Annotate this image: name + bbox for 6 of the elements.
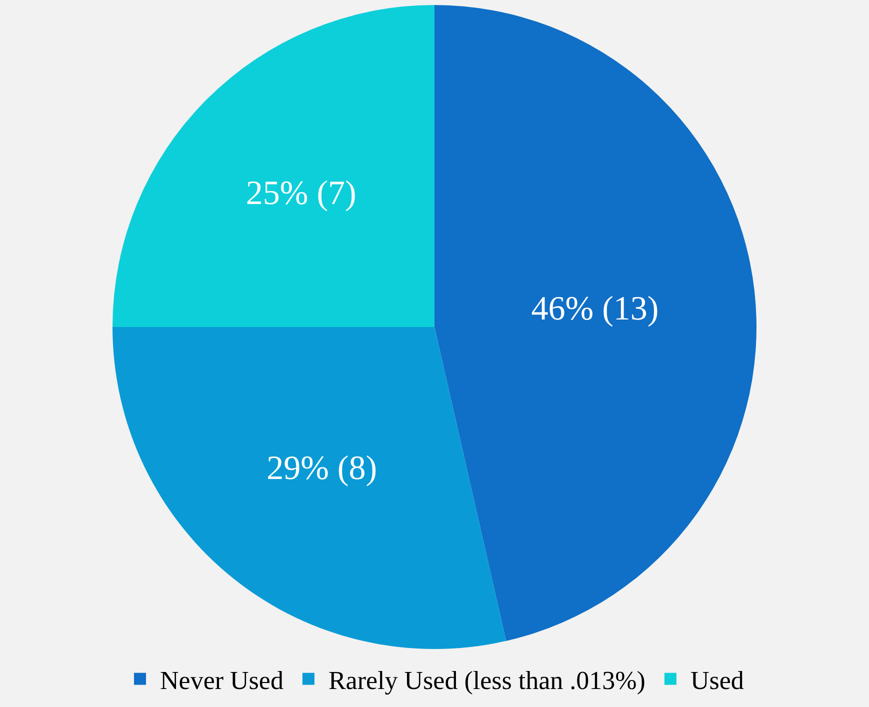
data-label: 46% (13) <box>531 290 659 328</box>
data-label: 29% (8) <box>266 450 378 487</box>
legend-label: Rarely Used (less than .013%) <box>328 666 646 695</box>
legend-label: Used <box>690 666 744 695</box>
legend-label: Never Used <box>160 666 284 695</box>
data-label: 25% (7) <box>246 175 356 212</box>
